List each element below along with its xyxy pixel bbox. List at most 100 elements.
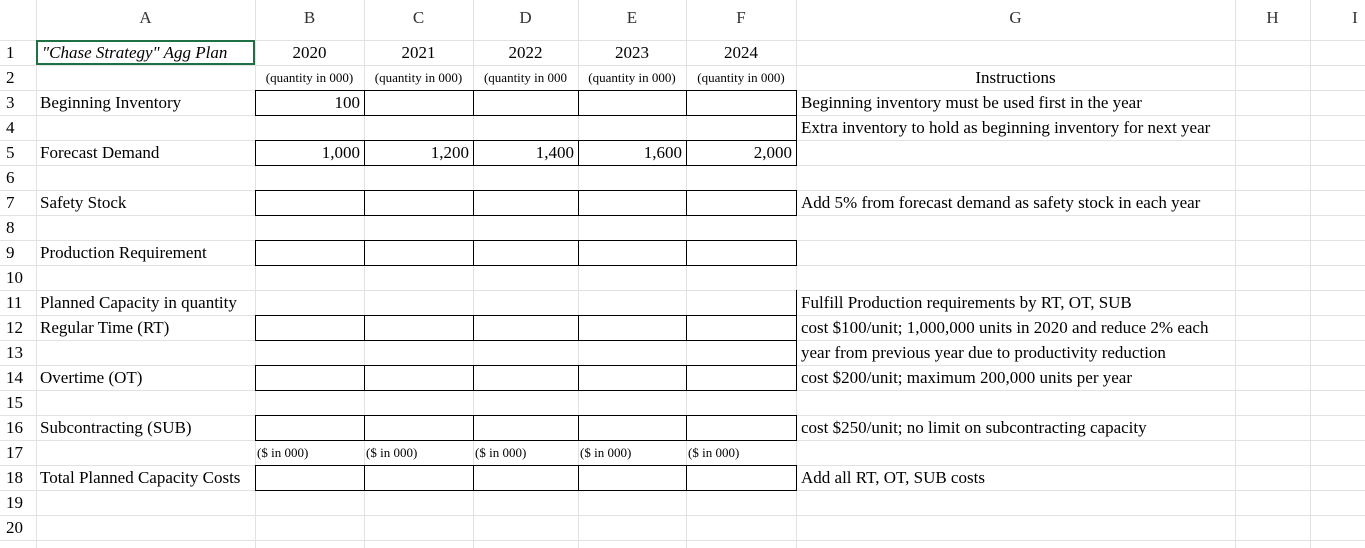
grid-line xyxy=(0,40,1365,41)
cell[interactable]: Forecast Demand xyxy=(40,143,160,162)
row-number[interactable]: 17 xyxy=(6,443,23,462)
cell[interactable]: Safety Stock xyxy=(40,193,127,212)
cell[interactable]: ($ in 000) xyxy=(688,445,740,460)
input-box xyxy=(686,465,797,491)
row-number[interactable]: 3 xyxy=(6,93,15,112)
row-number[interactable]: 1 xyxy=(6,43,15,62)
input-box xyxy=(255,240,365,266)
input-box xyxy=(255,190,365,216)
cell[interactable]: Add 5% from forecast demand as safety st… xyxy=(796,190,1235,215)
row-number[interactable]: 8 xyxy=(6,218,15,237)
cell[interactable]: (quantity in 000) xyxy=(697,70,785,85)
grid-line xyxy=(578,0,579,548)
column-header[interactable]: B xyxy=(303,8,316,27)
cell[interactable]: Production Requirement xyxy=(40,243,207,262)
cell[interactable]: 100 xyxy=(334,93,361,112)
cell[interactable]: 1,200 xyxy=(430,143,469,162)
grid-line xyxy=(796,0,797,548)
cell[interactable]: Total Planned Capacity Costs xyxy=(40,468,241,487)
cell[interactable]: cost $100/unit; 1,000,000 units in 2020 … xyxy=(796,315,1235,340)
row-number[interactable]: 14 xyxy=(6,368,23,387)
grid-line xyxy=(255,0,256,548)
grid-line xyxy=(0,290,1365,291)
cell[interactable]: Planned Capacity in quantity xyxy=(40,293,237,312)
cell[interactable]: ($ in 000) xyxy=(366,445,418,460)
input-box xyxy=(473,240,579,266)
cell[interactable]: (quantity in 000 xyxy=(483,70,568,85)
cell[interactable]: 2,000 xyxy=(753,143,792,162)
cell[interactable]: 2024 xyxy=(724,43,758,62)
grid-line xyxy=(686,0,687,548)
column-header[interactable]: H xyxy=(1266,8,1279,27)
row-number[interactable]: 19 xyxy=(6,493,23,512)
column-header[interactable]: E xyxy=(626,8,638,27)
row-number[interactable]: 12 xyxy=(6,318,23,337)
cell[interactable]: 2021 xyxy=(401,43,436,62)
cell[interactable]: Beginning Inventory xyxy=(40,93,182,112)
grid-line xyxy=(1310,0,1311,548)
row-number[interactable]: 13 xyxy=(6,343,23,362)
input-box xyxy=(255,365,365,391)
row-number[interactable]: 11 xyxy=(6,293,23,312)
column-header[interactable]: A xyxy=(139,8,152,27)
input-box xyxy=(578,465,687,491)
cell[interactable]: cost $200/unit; maximum 200,000 units pe… xyxy=(796,365,1235,390)
row-number[interactable]: 18 xyxy=(6,468,23,487)
cell[interactable]: ($ in 000) xyxy=(257,445,309,460)
input-box xyxy=(578,415,687,441)
row-number[interactable]: 16 xyxy=(6,418,23,437)
cell[interactable]: 1,000 xyxy=(321,143,360,162)
cell[interactable]: (quantity in 000) xyxy=(265,70,354,85)
grid-line xyxy=(473,0,474,548)
column-header[interactable]: I xyxy=(1352,8,1358,27)
row-number[interactable]: 2 xyxy=(6,68,15,87)
row-number[interactable]: 5 xyxy=(6,143,15,162)
cell[interactable]: 1,400 xyxy=(535,143,574,162)
cell[interactable]: Overtime (OT) xyxy=(40,368,143,387)
row-number[interactable]: 4 xyxy=(6,118,15,137)
cell[interactable]: ($ in 000) xyxy=(580,445,632,460)
input-box xyxy=(255,465,365,491)
row-number[interactable]: 10 xyxy=(6,268,23,287)
grid-line xyxy=(364,0,365,548)
cell[interactable]: year from previous year due to productiv… xyxy=(796,340,1235,365)
cell[interactable]: Regular Time (RT) xyxy=(40,318,170,337)
cell[interactable]: 1,600 xyxy=(643,143,682,162)
input-box xyxy=(364,90,474,116)
cell[interactable]: "Chase Strategy" Agg Plan xyxy=(36,40,255,65)
input-box xyxy=(255,315,365,341)
input-box xyxy=(473,315,579,341)
cell[interactable]: 2022 xyxy=(508,43,543,62)
input-box xyxy=(473,90,579,116)
row-number[interactable]: 20 xyxy=(6,518,23,537)
input-box xyxy=(686,365,797,391)
row-number[interactable]: 9 xyxy=(6,243,15,262)
input-box xyxy=(686,315,797,341)
cell[interactable]: Subcontracting (SUB) xyxy=(40,418,192,437)
cell[interactable]: (quantity in 000) xyxy=(588,70,676,85)
cell[interactable]: (quantity in 000) xyxy=(374,70,463,85)
column-header[interactable]: C xyxy=(412,8,425,27)
cell[interactable]: Fulfill Production requirements by RT, O… xyxy=(796,290,1235,315)
input-box xyxy=(364,465,474,491)
cell[interactable]: 2023 xyxy=(615,43,649,62)
cell[interactable]: Instructions xyxy=(975,68,1056,87)
cell[interactable]: ($ in 000) xyxy=(475,445,527,460)
input-box xyxy=(364,365,474,391)
cell[interactable]: Beginning inventory must be used first i… xyxy=(796,90,1235,115)
row-number[interactable]: 15 xyxy=(6,393,23,412)
column-header[interactable]: D xyxy=(519,8,532,27)
cell[interactable]: Add all RT, OT, SUB costs xyxy=(796,465,1235,490)
row-number[interactable]: 7 xyxy=(6,193,15,212)
input-box xyxy=(473,190,579,216)
input-box xyxy=(364,190,474,216)
input-box xyxy=(578,90,687,116)
input-box xyxy=(364,315,474,341)
column-header[interactable]: F xyxy=(736,8,746,27)
cell[interactable]: Extra inventory to hold as beginning inv… xyxy=(796,115,1235,140)
cell[interactable]: 2020 xyxy=(292,43,327,62)
cell[interactable]: cost $250/unit; no limit on subcontracti… xyxy=(796,415,1235,440)
column-header[interactable]: G xyxy=(1009,8,1022,27)
row-number[interactable]: 6 xyxy=(6,168,15,187)
